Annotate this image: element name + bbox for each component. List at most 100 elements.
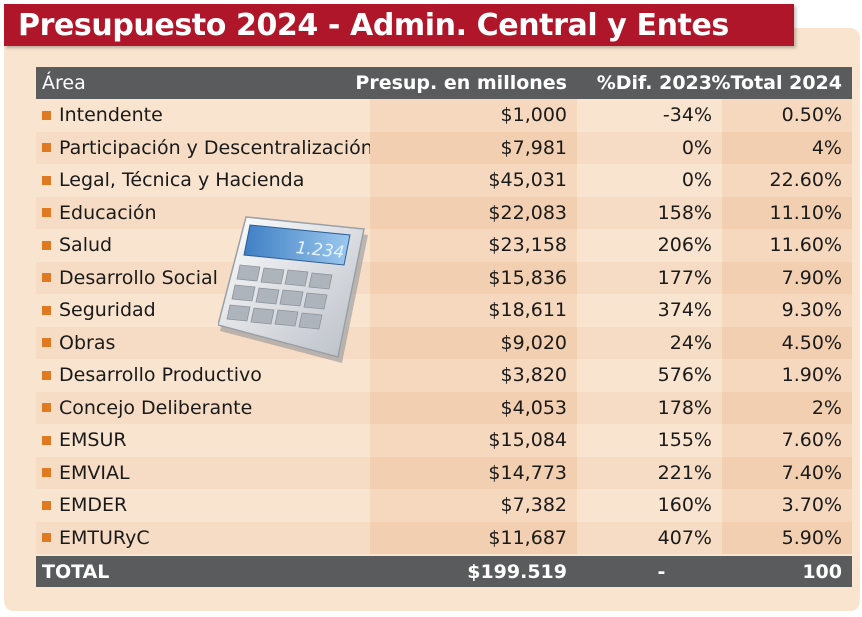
row-dif: 177% [577,261,722,294]
row-area: Legal, Técnica y Hacienda [36,164,370,197]
bullet-icon [42,370,51,380]
bullet-icon [42,208,51,218]
row-area: EMVIAL [36,456,370,489]
bullet-icon [42,175,51,185]
row-dif-text: 155% [657,429,712,452]
row-total-pct-text: 4% [811,136,842,159]
row-total-pct: 7.90% [722,261,852,294]
row-total-pct: 7.40% [722,456,852,489]
row-total-pct: 22.60% [722,164,852,197]
calculator-icon: 1.234 [218,216,368,363]
row-dif: 0% [577,131,722,164]
row-presupuesto: $45,031 [370,164,577,197]
row-presupuesto-text: $7,981 [500,136,567,159]
bullet-icon [42,240,51,250]
row-dif: 221% [577,456,722,489]
row-total-pct: 3.70% [722,489,852,522]
row-presupuesto-text: $3,820 [500,364,567,387]
row-area: EMSUR [36,424,370,457]
row-dif-text: 158% [657,201,712,224]
row-dif: 407% [577,521,722,554]
table-header: Área Presup. en millones %Dif. 2023 %Tot… [36,67,852,99]
row-total-pct: 4% [722,131,852,164]
table-row: Concejo Deliberante $4,053 178% 2% [36,391,852,424]
row-area: EMTURyC [36,521,370,554]
row-presupuesto-text: $15,084 [488,429,567,452]
table-row: EMSUR $15,084 155% 7.60% [36,424,852,457]
table-row: Desarrollo Social $15,836 177% 7.90% [36,261,852,294]
row-presupuesto: $1,000 [370,99,577,132]
header-total-2024: %Total 2024 [712,67,852,99]
row-area-text: Seguridad [59,299,156,322]
row-area: Participación y Descentralización [36,131,373,164]
bullet-icon [42,533,51,543]
row-total-pct-text: 3.70% [781,494,842,517]
row-total-pct-text: 7.90% [781,266,842,289]
table-row: Seguridad $18,611 374% 9.30% [36,294,852,327]
row-presupuesto: $15,836 [370,261,577,294]
row-presupuesto: $22,083 [370,196,577,229]
row-dif: 206% [577,229,722,262]
bullet-icon [42,435,51,445]
row-area: Salud [36,229,370,262]
table-row: Intendente $1,000 -34% 0.50% [36,99,852,132]
table-row: Legal, Técnica y Hacienda $45,031 0% 22.60% [36,164,852,197]
row-presupuesto-text: $23,158 [488,234,567,257]
total-label: TOTAL [36,556,370,587]
row-area-text: Desarrollo Productivo [59,364,262,387]
row-total-pct-text: 9.30% [781,299,842,322]
row-presupuesto-text: $7,382 [500,494,567,517]
row-dif: 178% [577,391,722,424]
row-presupuesto: $7,382 [370,489,577,522]
budget-table: Área Presup. en millones %Dif. 2023 %Tot… [36,67,852,587]
row-area-text: Obras [59,331,116,354]
total-dif: - [577,556,722,587]
row-dif-text: 160% [657,494,712,517]
row-presupuesto-text: $9,020 [500,331,567,354]
row-dif-text: 177% [657,266,712,289]
bullet-icon [42,468,51,478]
row-presupuesto: $3,820 [370,359,577,392]
row-total-pct: 4.50% [722,326,852,359]
row-presupuesto: $23,158 [370,229,577,262]
header-dif-2023: %Dif. 2023 [577,67,722,99]
row-total-pct: 11.60% [722,229,852,262]
row-total-pct: 5.90% [722,521,852,554]
table-row: Participación y Descentralización $7,981 0… [36,131,852,164]
row-total-pct: 7.60% [722,424,852,457]
row-total-pct-text: 11.10% [769,201,842,224]
row-presupuesto-text: $15,836 [488,266,567,289]
total-row: TOTAL $199.519 - 100 [36,556,852,587]
row-total-pct: 1.90% [722,359,852,392]
row-area: Concejo Deliberante [36,391,370,424]
row-dif: 576% [577,359,722,392]
row-total-pct-text: 0.50% [781,104,842,127]
row-total-pct: 9.30% [722,294,852,327]
row-total-pct-text: 7.60% [781,429,842,452]
row-presupuesto: $11,687 [370,521,577,554]
row-area-text: Participación y Descentralización [59,136,373,159]
row-dif: 0% [577,164,722,197]
row-dif: 158% [577,196,722,229]
row-area-text: Concejo Deliberante [59,396,253,419]
row-dif-text: 221% [657,461,712,484]
row-presupuesto-text: $14,773 [488,461,567,484]
row-presupuesto: $14,773 [370,456,577,489]
row-dif-text: 0% [681,169,712,192]
bullet-icon [42,338,51,348]
row-presupuesto-text: $22,083 [488,201,567,224]
row-total-pct-text: 4.50% [781,331,842,354]
table-row: EMDER $7,382 160% 3.70% [36,489,852,522]
bullet-icon [42,110,51,120]
row-total-pct: 0.50% [722,99,852,132]
table-row: Salud $23,158 206% 11.60% [36,229,852,262]
bullet-icon [42,143,51,153]
row-total-pct-text: 1.90% [781,364,842,387]
row-presupuesto: $18,611 [370,294,577,327]
row-total-pct-text: 7.40% [781,461,842,484]
row-dif: -34% [577,99,722,132]
row-area: Seguridad [36,294,370,327]
bullet-icon [42,500,51,510]
row-area-text: Educación [59,201,157,224]
row-dif: 160% [577,489,722,522]
